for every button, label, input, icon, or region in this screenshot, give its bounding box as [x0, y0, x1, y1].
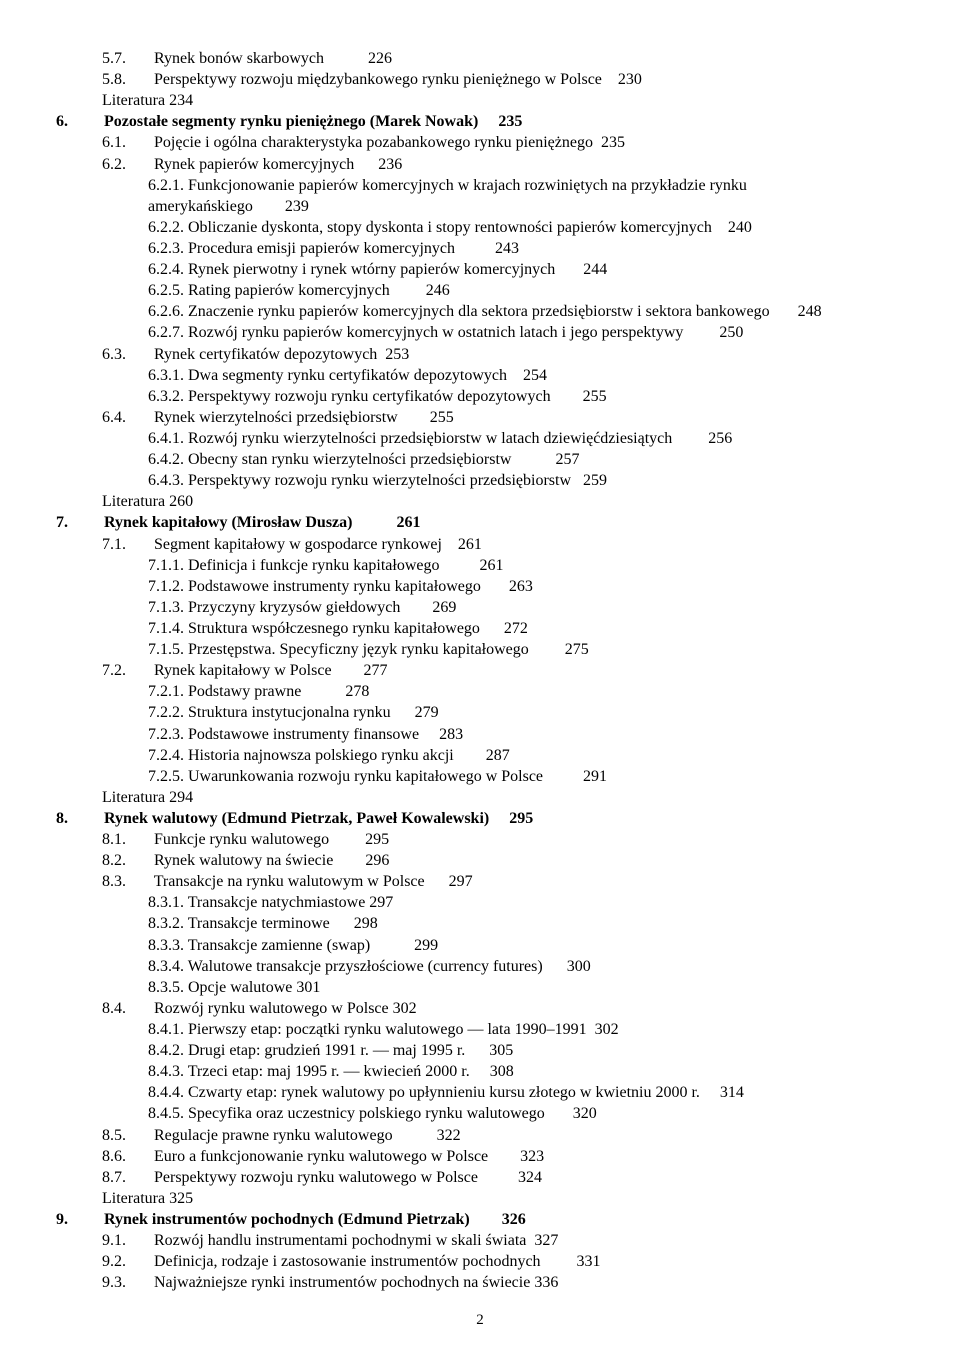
- table-of-contents: 5.7. Rynek bonów skarbowych 2265.8. Pers…: [56, 48, 904, 1293]
- page-number: 2: [56, 1311, 904, 1331]
- toc-line: 6.1. Pojęcie i ogólna charakterystyka po…: [56, 132, 904, 153]
- toc-line: 8.3.5. Opcje walutowe 301: [56, 977, 904, 998]
- toc-line: 8.5. Regulacje prawne rynku walutowego 3…: [56, 1125, 904, 1146]
- toc-line: 8.4.2. Drugi etap: grudzień 1991 r. — ma…: [56, 1040, 904, 1061]
- toc-line: 8.3.3. Transakcje zamienne (swap) 299: [56, 935, 904, 956]
- toc-line: 8.4.4. Czwarty etap: rynek walutowy po u…: [56, 1082, 904, 1103]
- toc-line: 6.4.2. Obecny stan rynku wierzytelności …: [56, 449, 904, 470]
- toc-line: 6.2.3. Procedura emisji papierów komercy…: [56, 238, 904, 259]
- toc-line: 7.2.2. Struktura instytucjonalna rynku 2…: [56, 702, 904, 723]
- toc-line: 8.6. Euro a funkcjonowanie rynku walutow…: [56, 1146, 904, 1167]
- toc-line: 7.1. Segment kapitałowy w gospodarce ryn…: [56, 534, 904, 555]
- toc-line: 6.4. Rynek wierzytelności przedsiębiorst…: [56, 407, 904, 428]
- toc-line: 8.1. Funkcje rynku walutowego 295: [56, 829, 904, 850]
- toc-line: 6.2.1. Funkcjonowanie papierów komercyjn…: [56, 175, 904, 196]
- toc-line: 7.1.3. Przyczyny kryzysów giełdowych 269: [56, 597, 904, 618]
- toc-line: Literatura 294: [56, 787, 904, 808]
- toc-line: 9.3. Najważniejsze rynki instrumentów po…: [56, 1272, 904, 1293]
- toc-line: Literatura 325: [56, 1188, 904, 1209]
- toc-line: 8.4. Rozwój rynku walutowego w Polsce 30…: [56, 998, 904, 1019]
- toc-line: 6.2. Rynek papierów komercyjnych 236: [56, 154, 904, 175]
- toc-line: 8.3.1. Transakcje natychmiastowe 297: [56, 892, 904, 913]
- toc-line: 7.2.1. Podstawy prawne 278: [56, 681, 904, 702]
- toc-line: 8.4.1. Pierwszy etap: początki rynku wal…: [56, 1019, 904, 1040]
- toc-line: amerykańskiego 239: [56, 196, 904, 217]
- toc-line: 7.1.1. Definicja i funkcje rynku kapitał…: [56, 555, 904, 576]
- toc-line: 9.1. Rozwój handlu instrumentami pochodn…: [56, 1230, 904, 1251]
- toc-line: 6.3. Rynek certyfikatów depozytowych 253: [56, 344, 904, 365]
- toc-line: 8.7. Perspektywy rozwoju rynku walutoweg…: [56, 1167, 904, 1188]
- toc-line: 8.3.4. Walutowe transakcje przyszłościow…: [56, 956, 904, 977]
- toc-line: 5.8. Perspektywy rozwoju międzybankowego…: [56, 69, 904, 90]
- toc-line: 7.2.3. Podstawowe instrumenty finansowe …: [56, 724, 904, 745]
- toc-line: 9. Rynek instrumentów pochodnych (Edmund…: [56, 1209, 904, 1230]
- toc-line: 6.2.6. Znaczenie rynku papierów komercyj…: [56, 301, 904, 322]
- toc-line: 7.1.5. Przestępstwa. Specyficzny język r…: [56, 639, 904, 660]
- toc-line: 8.4.5. Specyfika oraz uczestnicy polskie…: [56, 1103, 904, 1124]
- toc-line: 6.4.1. Rozwój rynku wierzytelności przed…: [56, 428, 904, 449]
- toc-line: 6. Pozostałe segmenty rynku pieniężnego …: [56, 111, 904, 132]
- toc-line: 8.4.3. Trzeci etap: maj 1995 r. — kwieci…: [56, 1061, 904, 1082]
- toc-line: 6.2.5. Rating papierów komercyjnych 246: [56, 280, 904, 301]
- toc-line: 8.3.2. Transakcje terminowe 298: [56, 913, 904, 934]
- toc-line: 6.2.4. Rynek pierwotny i rynek wtórny pa…: [56, 259, 904, 280]
- toc-line: 7.2.5. Uwarunkowania rozwoju rynku kapit…: [56, 766, 904, 787]
- toc-line: 5.7. Rynek bonów skarbowych 226: [56, 48, 904, 69]
- toc-line: 6.3.2. Perspektywy rozwoju rynku certyfi…: [56, 386, 904, 407]
- toc-line: 6.2.7. Rozwój rynku papierów komercyjnyc…: [56, 322, 904, 343]
- toc-line: 8.3. Transakcje na rynku walutowym w Pol…: [56, 871, 904, 892]
- toc-line: 6.2.2. Obliczanie dyskonta, stopy dyskon…: [56, 217, 904, 238]
- toc-line: 7.2. Rynek kapitałowy w Polsce 277: [56, 660, 904, 681]
- toc-line: 6.3.1. Dwa segmenty rynku certyfikatów d…: [56, 365, 904, 386]
- toc-line: 8.2. Rynek walutowy na świecie 296: [56, 850, 904, 871]
- toc-line: Literatura 260: [56, 491, 904, 512]
- toc-line: 6.4.3. Perspektywy rozwoju rynku wierzyt…: [56, 470, 904, 491]
- toc-line: 8. Rynek walutowy (Edmund Pietrzak, Pawe…: [56, 808, 904, 829]
- toc-line: 7.2.4. Historia najnowsza polskiego rynk…: [56, 745, 904, 766]
- toc-line: 7. Rynek kapitałowy (Mirosław Dusza) 261: [56, 512, 904, 533]
- toc-line: Literatura 234: [56, 90, 904, 111]
- toc-line: 7.1.4. Struktura współczesnego rynku kap…: [56, 618, 904, 639]
- toc-line: 7.1.2. Podstawowe instrumenty rynku kapi…: [56, 576, 904, 597]
- toc-line: 9.2. Definicja, rodzaje i zastosowanie i…: [56, 1251, 904, 1272]
